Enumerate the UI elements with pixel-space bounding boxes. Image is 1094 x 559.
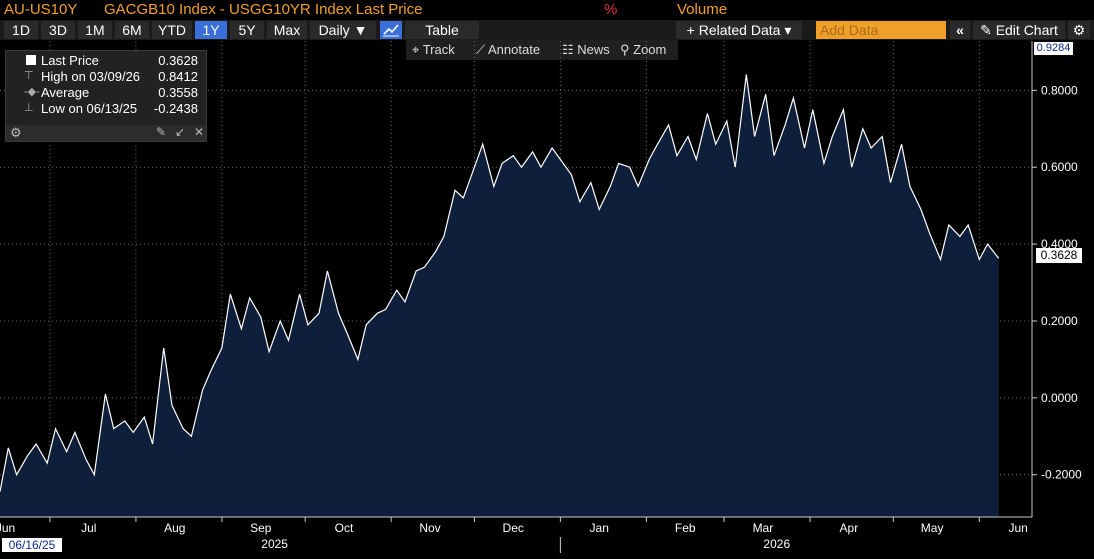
y-axis: -0.2000 0.0000 0.2000 0.4000 0.6000 0.8000: [1031, 41, 1082, 517]
x-tick-label: Aug: [164, 521, 185, 535]
range-max-button[interactable]: Max: [267, 21, 307, 39]
x-tick-label: Dec: [503, 521, 524, 535]
edit-chart-button[interactable]: ✎ Edit Chart: [973, 21, 1065, 39]
x-tick-label: Sep: [250, 521, 272, 535]
series-area: [0, 74, 999, 517]
y-tick-label: 0.4000: [1041, 237, 1078, 251]
legend-average: -◆- Average 0.3558: [6, 85, 206, 101]
percent-label: %: [604, 1, 618, 18]
add-data-input[interactable]: [816, 21, 946, 39]
range-1y-button[interactable]: 1Y: [195, 21, 227, 39]
y-tick-label: 0.8000: [1041, 83, 1078, 97]
range-3d-button[interactable]: 3D: [41, 21, 75, 39]
y-tick-label: 0.2000: [1041, 314, 1078, 328]
line-chart-icon[interactable]: [380, 21, 402, 39]
range-1m-button[interactable]: 1M: [78, 21, 112, 39]
x-tick-label: Mar: [753, 521, 774, 535]
track-button[interactable]: ⌖ Track: [412, 42, 455, 57]
x-tick-label: Feb: [675, 521, 696, 535]
y-tick-label: -0.2000: [1041, 468, 1082, 482]
average-value: 0.3558: [158, 85, 198, 100]
range-ytd-button[interactable]: YTD: [152, 21, 192, 39]
range-1d-button[interactable]: 1D: [4, 21, 38, 39]
last-price-label: Last Price: [41, 53, 99, 68]
zoom-icon: ⚲: [620, 42, 634, 57]
legend-panel[interactable]: Last Price 0.3628 ⊤ High on 03/09/26 0.8…: [5, 50, 207, 142]
legend-high: ⊤ High on 03/09/26 0.8412: [6, 69, 206, 85]
legend-footer: ⚙ ✎ ↙ ✕: [6, 125, 206, 141]
close-icon[interactable]: ✕: [194, 125, 205, 139]
table-button[interactable]: Table: [405, 21, 479, 39]
zoom-button[interactable]: ⚲ Zoom: [620, 42, 667, 57]
average-label: Average: [41, 85, 90, 100]
high-value: 0.8412: [158, 69, 198, 84]
shrink-icon[interactable]: ↙: [175, 125, 186, 139]
ticker-label[interactable]: AU-US10Y: [4, 1, 78, 18]
low-value: -0.2438: [153, 101, 198, 116]
low-marker-icon: ⊥: [24, 102, 34, 114]
pin-icon[interactable]: ✎: [156, 125, 167, 139]
average-marker-icon: -◆-: [24, 86, 40, 98]
x-tick-label: Jun: [0, 521, 15, 535]
x-tick-label: Oct: [335, 521, 354, 535]
year-label: 2026: [763, 537, 790, 551]
series-line: [0, 74, 1000, 492]
x-tick-label: Jan: [590, 521, 609, 535]
x-tick-label: Jul: [81, 521, 96, 535]
range-toolbar: 1D 3D 1M 6M YTD 1Y 5Y Max Daily ▼ Table …: [0, 20, 1094, 40]
range-6m-button[interactable]: 6M: [115, 21, 149, 39]
x-tick-label: May: [921, 521, 944, 535]
legend-low: ⊥ Low on 06/13/25 -0.2438: [6, 101, 206, 117]
annotate-button[interactable]: ⟋ Annotate: [476, 42, 541, 57]
chart-title[interactable]: GACGB10 Index - USGG10YR Index Last Pric…: [104, 1, 423, 18]
crosshair-icon: ⌖: [412, 42, 423, 57]
edit-chart-label: Edit Chart: [995, 22, 1058, 38]
high-label: High on 03/09/26: [41, 69, 141, 84]
high-marker-icon: ⊤: [24, 70, 34, 82]
x-tick-label: Apr: [840, 521, 859, 535]
news-button[interactable]: ☷ News: [562, 42, 610, 57]
year-label: 2025: [261, 537, 288, 551]
legend-last-price: Last Price 0.3628: [6, 53, 206, 69]
annotate-icon: ⟋: [476, 42, 488, 57]
news-icon: ☷: [562, 42, 578, 57]
volume-label[interactable]: Volume: [677, 1, 728, 18]
legend-gear-icon[interactable]: ⚙: [10, 125, 22, 140]
frequency-dropdown[interactable]: Daily ▼: [310, 21, 376, 39]
title-bar: AU-US10Y GACGB10 Index - USGG10YR Index …: [0, 0, 1094, 20]
y-tick-label: 0.6000: [1041, 160, 1078, 174]
last-price-badge: 0.3628: [1036, 248, 1082, 263]
collapse-button[interactable]: «: [950, 21, 970, 39]
low-label: Low on 06/13/25: [41, 101, 138, 116]
y-tick-label: 0.0000: [1041, 391, 1078, 405]
last-price-value: 0.3628: [158, 53, 198, 68]
pencil-icon: ✎: [980, 22, 996, 38]
x-axis: Jun Jul Aug Sep Oct Nov Dec Jan Feb Mar Apr May Jun 2…: [0, 516, 1032, 553]
x-tick-label: Nov: [419, 521, 440, 535]
range-5y-button[interactable]: 5Y: [230, 21, 264, 39]
gear-icon[interactable]: ⚙: [1068, 21, 1090, 39]
start-date-badge: 06/16/25: [2, 538, 62, 552]
related-data-dropdown[interactable]: + Related Data ▾: [676, 21, 802, 39]
last-price-swatch: [26, 55, 36, 65]
x-tick-label: Jun: [1008, 521, 1027, 535]
axis-top-badge: 0.9284: [1034, 42, 1073, 55]
